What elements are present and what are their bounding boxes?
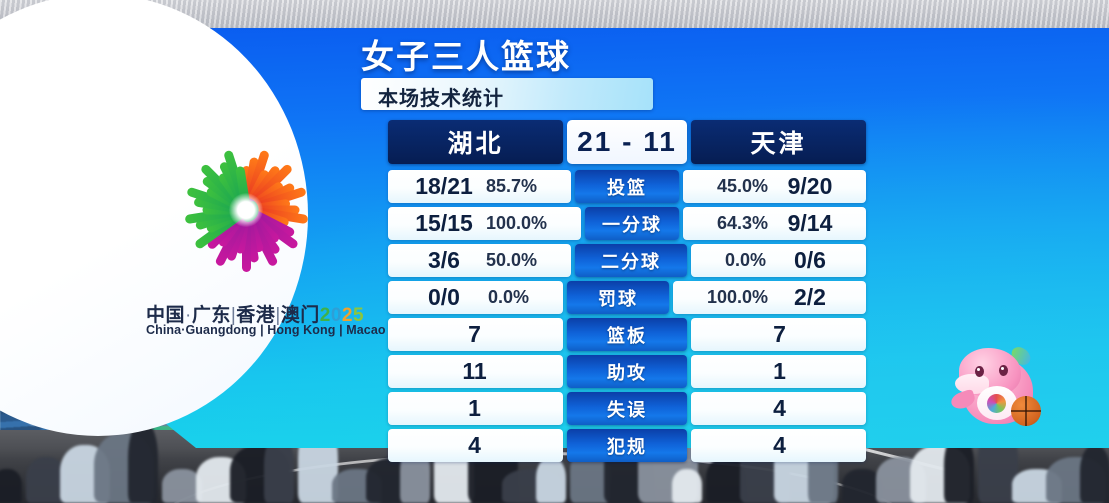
emblem-year-2: 0: [330, 305, 342, 326]
home-stat-value: 11: [462, 358, 487, 384]
away-stat-value: 7: [773, 321, 786, 347]
emblem-bar-2: |: [275, 305, 281, 326]
emblem-cn-1: 中国: [146, 305, 186, 326]
stat-label: 篮板: [567, 318, 687, 351]
crowd-figure: [162, 469, 202, 503]
mascot-dolphin: [949, 340, 1050, 445]
home-percentage: 50.0%: [486, 250, 538, 270]
away-made-attempted: 0/6: [794, 247, 826, 273]
table-row: 1 失误 4: [388, 392, 866, 425]
table-row: 7 篮板 7: [388, 318, 866, 351]
away-made-attempted: 2/2: [794, 284, 826, 310]
away-made-attempted: 9/20: [787, 173, 833, 199]
away-percentage: 0.0%: [725, 250, 767, 270]
emblem-cn-3: 香港: [236, 305, 276, 326]
home-percentage: 85.7%: [486, 176, 538, 196]
home-stat-cell: 1: [388, 392, 563, 425]
pinwheel-icon: [154, 118, 338, 302]
emblem-bar-1: |: [230, 305, 237, 326]
mascot-emblem-icon: [987, 394, 1006, 413]
away-stat-cell: 100.0% 2/2: [672, 281, 866, 314]
home-stat-cell: 0/0 0.0%: [388, 281, 563, 314]
scoreboard-header-row: 湖北 21 - 11 天津: [388, 120, 866, 164]
home-stat-value: 4: [468, 432, 481, 458]
stats-rows: 18/21 85.7% 投篮 45.0% 9/20 15/15 100.0% 一分球 64.3%…: [388, 170, 866, 462]
home-stat-value: 7: [468, 321, 481, 347]
away-stat-cell: 4: [691, 392, 866, 425]
crowd-figure: [706, 457, 746, 503]
emblem-cn-4: 澳门: [280, 305, 320, 326]
home-made-attempted: 0/0: [428, 284, 460, 310]
subtitle-box: 本场技术统计: [361, 78, 653, 110]
stat-label: 一分球: [585, 207, 679, 240]
emblem-year-3: 2: [341, 305, 353, 326]
away-stat-cell: 7: [691, 318, 866, 351]
home-stat-cell: 3/6 50.0%: [388, 244, 572, 277]
away-percentage: 100.0%: [706, 287, 768, 307]
away-stat-cell: 45.0% 9/20: [682, 170, 866, 203]
home-made-attempted: 3/6: [428, 247, 460, 273]
emblem-english-text: China·Guangdong | Hong Kong | Macao: [146, 323, 386, 337]
home-stat-cell: 18/21 85.7%: [388, 170, 572, 203]
home-made-attempted: 15/15: [415, 210, 473, 236]
score-display: 21 - 11: [567, 120, 687, 164]
home-stat-value: 1: [468, 395, 481, 421]
away-made-attempted: 9/14: [787, 210, 833, 236]
table-row: 11 助攻 1: [388, 355, 866, 388]
table-row: 18/21 85.7% 投篮 45.0% 9/20: [388, 170, 866, 203]
away-team-name: 天津: [691, 120, 866, 164]
emblem-year-1: 2: [319, 305, 331, 326]
table-row: 0/0 0.0% 罚球 100.0% 2/2: [388, 281, 866, 314]
emblem-dot: ·: [185, 305, 192, 326]
games-emblem: 中国·广东|香港|澳门2025 China·Guangdong | Hong K…: [140, 118, 386, 348]
stat-label: 助攻: [567, 355, 687, 388]
away-stat-value: 4: [773, 432, 786, 458]
crowd-figure: [26, 457, 66, 503]
stat-label: 罚球: [567, 281, 669, 314]
home-stat-cell: 7: [388, 318, 563, 351]
crowd-figure: [0, 469, 22, 503]
home-stat-cell: 15/15 100.0%: [388, 207, 582, 240]
mascot-snout: [955, 374, 989, 394]
stat-label: 二分球: [575, 244, 687, 277]
crowd-figure: [536, 457, 566, 503]
home-percentage: 100.0%: [486, 213, 548, 233]
stat-label: 投篮: [575, 170, 679, 203]
crowd-figure: [842, 469, 882, 503]
page-title: 女子三人篮球: [361, 38, 571, 75]
home-percentage: 0.0%: [487, 287, 529, 307]
table-row: 3/6 50.0% 二分球 0.0% 0/6: [388, 244, 866, 277]
table-row: 15/15 100.0% 一分球 64.3% 9/14: [388, 207, 866, 240]
stat-label: 失误: [567, 392, 687, 425]
away-stat-value: 4: [773, 395, 786, 421]
basketball-icon: [1011, 396, 1041, 426]
crowd-figure: [672, 469, 702, 503]
home-team-name: 湖北: [388, 120, 563, 164]
emblem-cn-2: 广东: [191, 305, 231, 326]
table-row: 4 犯规 4: [388, 429, 866, 462]
home-made-attempted: 18/21: [415, 173, 473, 199]
away-stat-value: 1: [773, 358, 786, 384]
crowd-figure: [1080, 445, 1109, 503]
subtitle-text: 本场技术统计: [378, 88, 504, 110]
away-percentage: 45.0%: [716, 176, 768, 196]
crowd-figure: [128, 421, 158, 503]
stat-label: 犯规: [567, 429, 687, 462]
emblem-year-4: 5: [353, 305, 365, 326]
away-stat-cell: 1: [691, 355, 866, 388]
mascot-eye-left: [975, 366, 984, 377]
away-percentage: 64.3%: [716, 213, 768, 233]
home-stat-cell: 4: [388, 429, 563, 462]
emblem-chinese-text: 中国·广东|香港|澳门2025: [146, 300, 364, 327]
stats-table: 湖北 21 - 11 天津 18/21 85.7% 投篮 45.0% 9/20 15/15…: [388, 120, 866, 466]
away-stat-cell: 0.0% 0/6: [691, 244, 866, 277]
home-stat-cell: 11: [388, 355, 563, 388]
away-stat-cell: 64.3% 9/14: [682, 207, 866, 240]
away-stat-cell: 4: [691, 429, 866, 462]
mascot-eye-right: [999, 365, 1008, 376]
pinwheel-core: [229, 193, 263, 227]
